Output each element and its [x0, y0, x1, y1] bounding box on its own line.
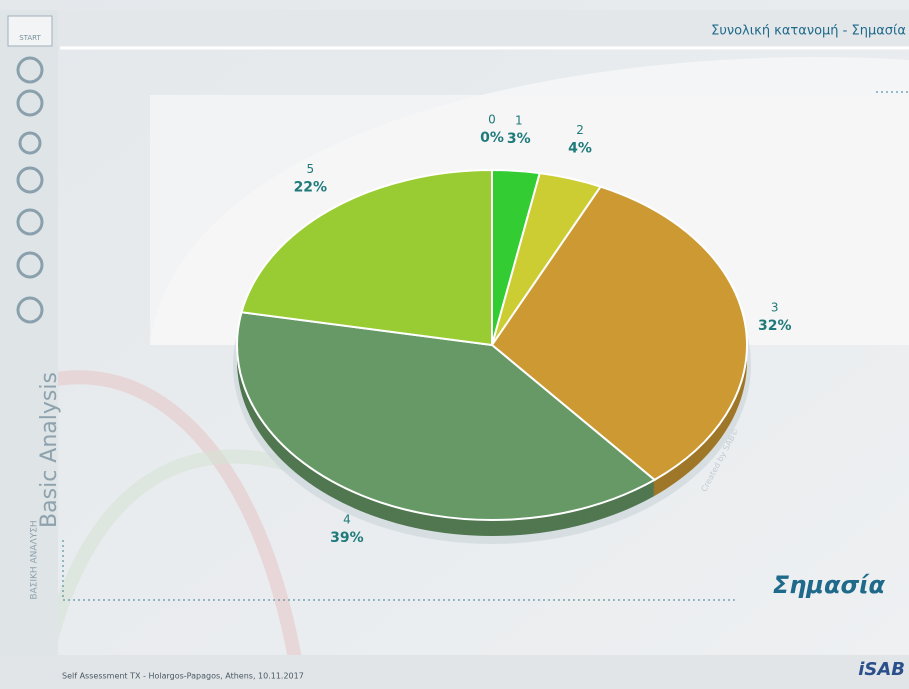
- value-label: 0%: [480, 130, 504, 146]
- value-label: 3%: [507, 131, 531, 147]
- value-label: 22%: [294, 179, 328, 195]
- chart-title: Σημασία: [773, 571, 886, 599]
- category-label: 0: [488, 113, 496, 127]
- value-label: 4%: [568, 141, 592, 157]
- start-button[interactable]: [7, 15, 53, 47]
- category-label: 5: [307, 162, 315, 176]
- sidebar-title: Basic Analysis: [37, 372, 62, 528]
- start-label: START: [19, 34, 41, 42]
- pie: 0 0% 1 3% 2 4% 3 32% 4 39% 5 22%: [233, 113, 792, 546]
- slice: [236, 311, 657, 521]
- sidebar-subtitle: ΒΑΣΙΚΗ ΑΝΑΛΥΣΗ: [30, 520, 40, 599]
- logo: iSAB: [858, 659, 905, 680]
- slice: [240, 168, 493, 347]
- value-label: 32%: [758, 318, 792, 334]
- header-bar: [0, 10, 909, 50]
- slice: [490, 185, 748, 482]
- nav-icons: [16, 56, 44, 324]
- category-label: 2: [576, 123, 584, 137]
- category-label: 4: [343, 513, 351, 527]
- header-title: Συνολική κατανομή - Σημασία: [711, 24, 906, 39]
- value-label: 39%: [330, 530, 364, 546]
- category-label: 1: [515, 113, 523, 127]
- sidebar: [0, 10, 58, 689]
- footer-text: Self Assessment TX - Holargos-Papagos, A…: [62, 672, 304, 681]
- footer-bar: [0, 655, 909, 689]
- category-label: 3: [771, 301, 779, 315]
